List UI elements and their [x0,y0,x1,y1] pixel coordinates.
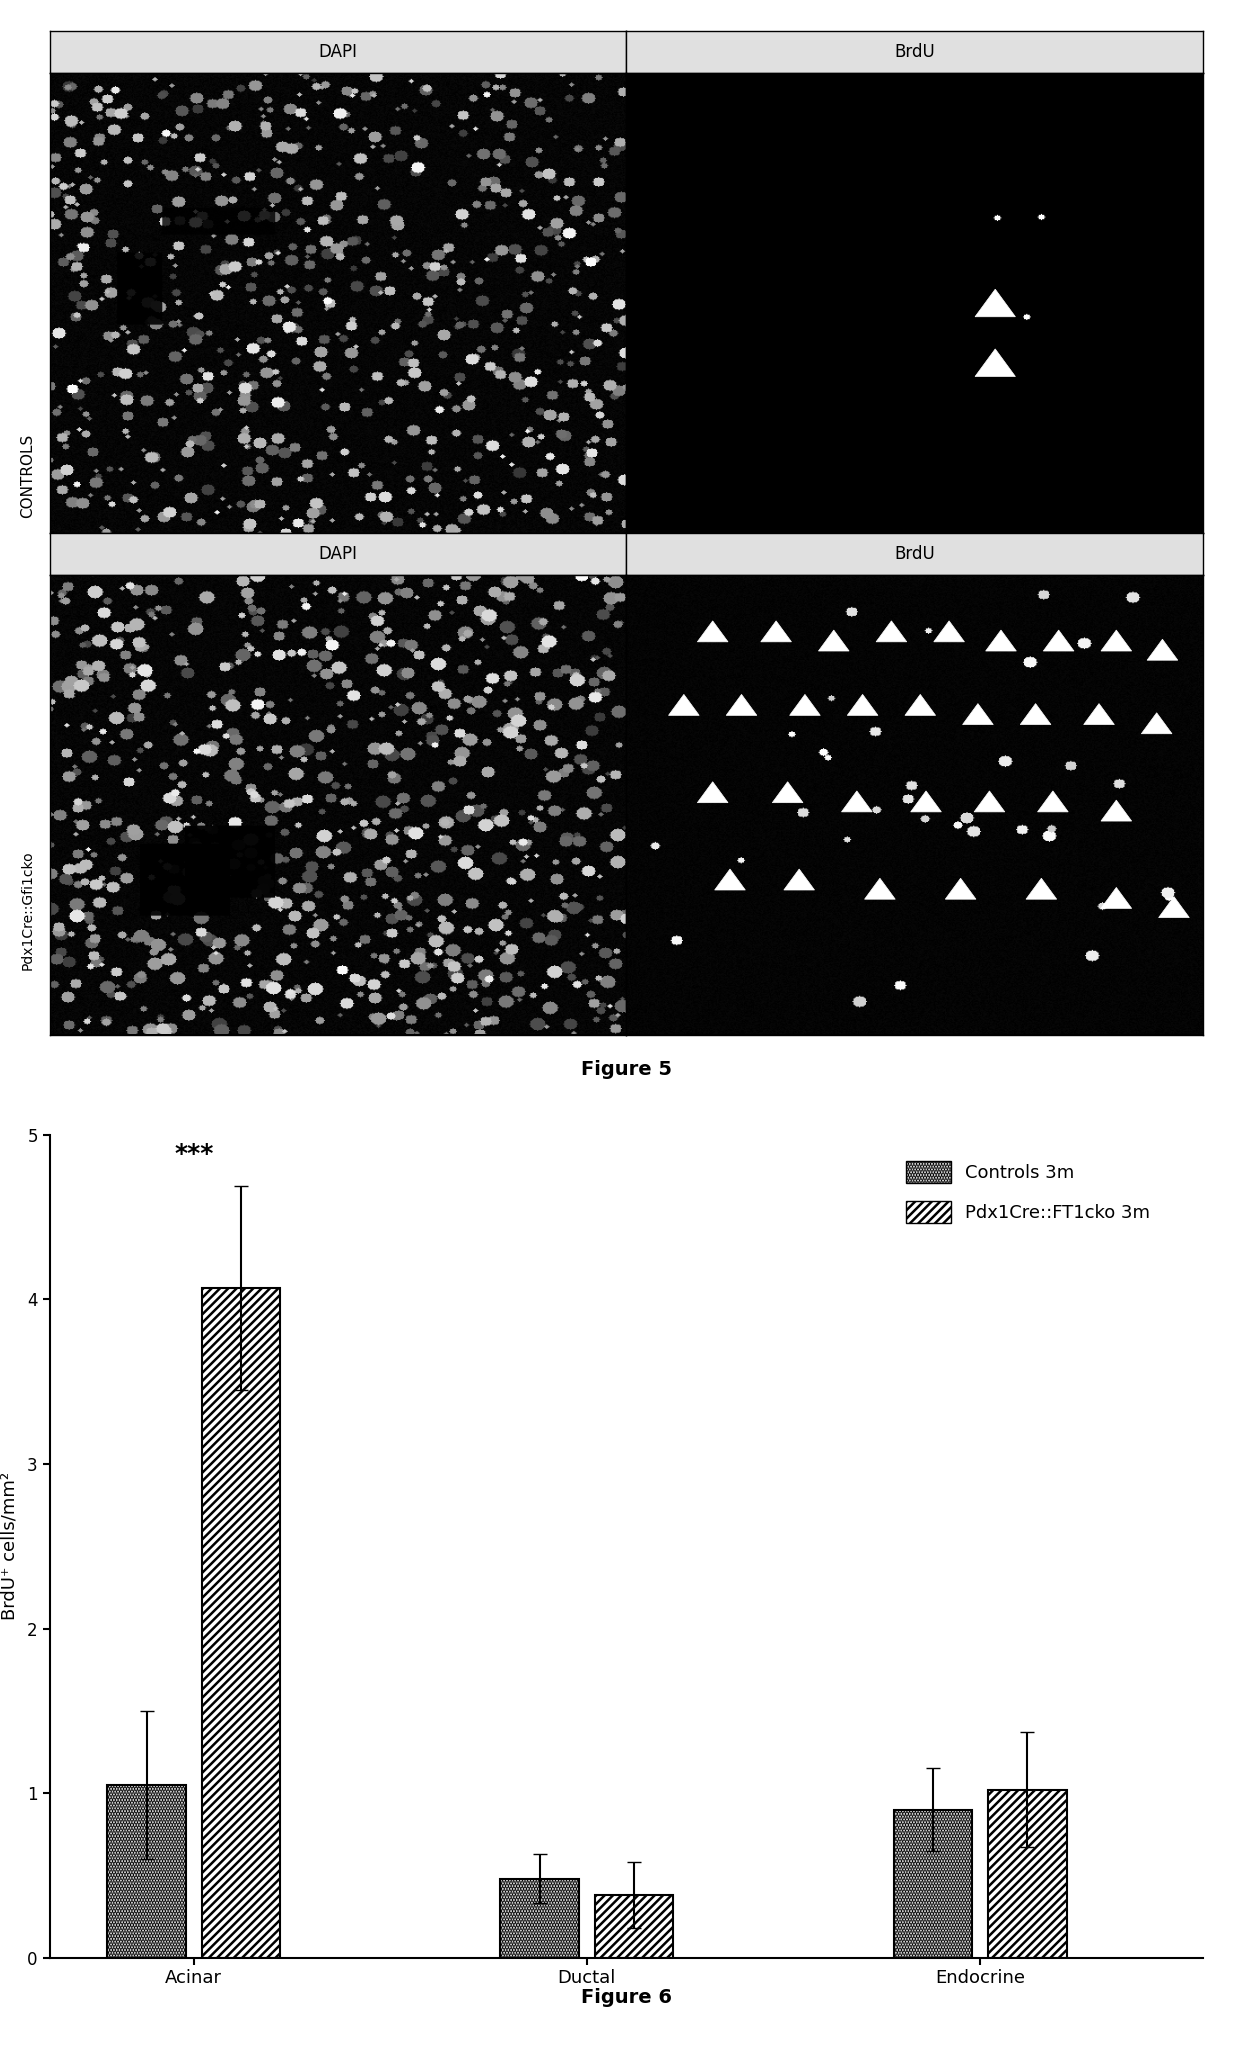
Polygon shape [790,695,821,716]
Polygon shape [818,631,849,652]
Polygon shape [727,695,756,716]
Polygon shape [697,621,728,641]
Polygon shape [962,703,993,724]
Polygon shape [842,790,872,811]
Polygon shape [1043,631,1074,652]
Bar [202,1287,280,1957]
Polygon shape [1021,703,1052,724]
Text: BrdU: BrdU [894,43,935,62]
Polygon shape [945,877,976,900]
Text: DAPI: DAPI [319,43,357,62]
Polygon shape [1158,896,1189,917]
Polygon shape [1147,639,1178,660]
Polygon shape [697,782,728,803]
Polygon shape [668,695,699,716]
Polygon shape [975,790,1004,811]
Polygon shape [1038,790,1068,811]
Polygon shape [847,695,878,716]
Text: ***: *** [174,1142,213,1167]
Polygon shape [975,290,1016,317]
Polygon shape [784,869,815,890]
Bar [501,1879,579,1957]
Polygon shape [986,631,1017,652]
Polygon shape [1101,801,1132,821]
Polygon shape [910,790,941,811]
Bar [595,1895,673,1957]
Polygon shape [975,350,1016,377]
Y-axis label: BrdU⁺ cells/mm²: BrdU⁺ cells/mm² [1,1473,19,1620]
Polygon shape [1101,888,1132,908]
Polygon shape [1101,631,1132,652]
Text: DAPI: DAPI [319,544,357,563]
Polygon shape [773,782,804,803]
Polygon shape [934,621,965,641]
Bar [988,1790,1066,1957]
Text: Figure 6: Figure 6 [580,1988,672,2007]
Bar [894,1810,972,1957]
Polygon shape [1141,714,1172,734]
Polygon shape [714,869,745,890]
Bar [108,1786,186,1957]
Polygon shape [761,621,791,641]
Text: Figure 5: Figure 5 [580,1059,672,1080]
Polygon shape [905,695,936,716]
Legend: Controls 3m, Pdx1Cre::FT1cko 3m: Controls 3m, Pdx1Cre::FT1cko 3m [897,1152,1159,1233]
Text: BrdU: BrdU [894,544,935,563]
Polygon shape [877,621,906,641]
Polygon shape [1025,877,1056,900]
Polygon shape [1084,703,1115,724]
Text: Pdx1Cre::Gfi1cko: Pdx1Cre::Gfi1cko [20,850,35,970]
Polygon shape [864,877,895,900]
Text: CONTROLS: CONTROLS [20,434,35,517]
